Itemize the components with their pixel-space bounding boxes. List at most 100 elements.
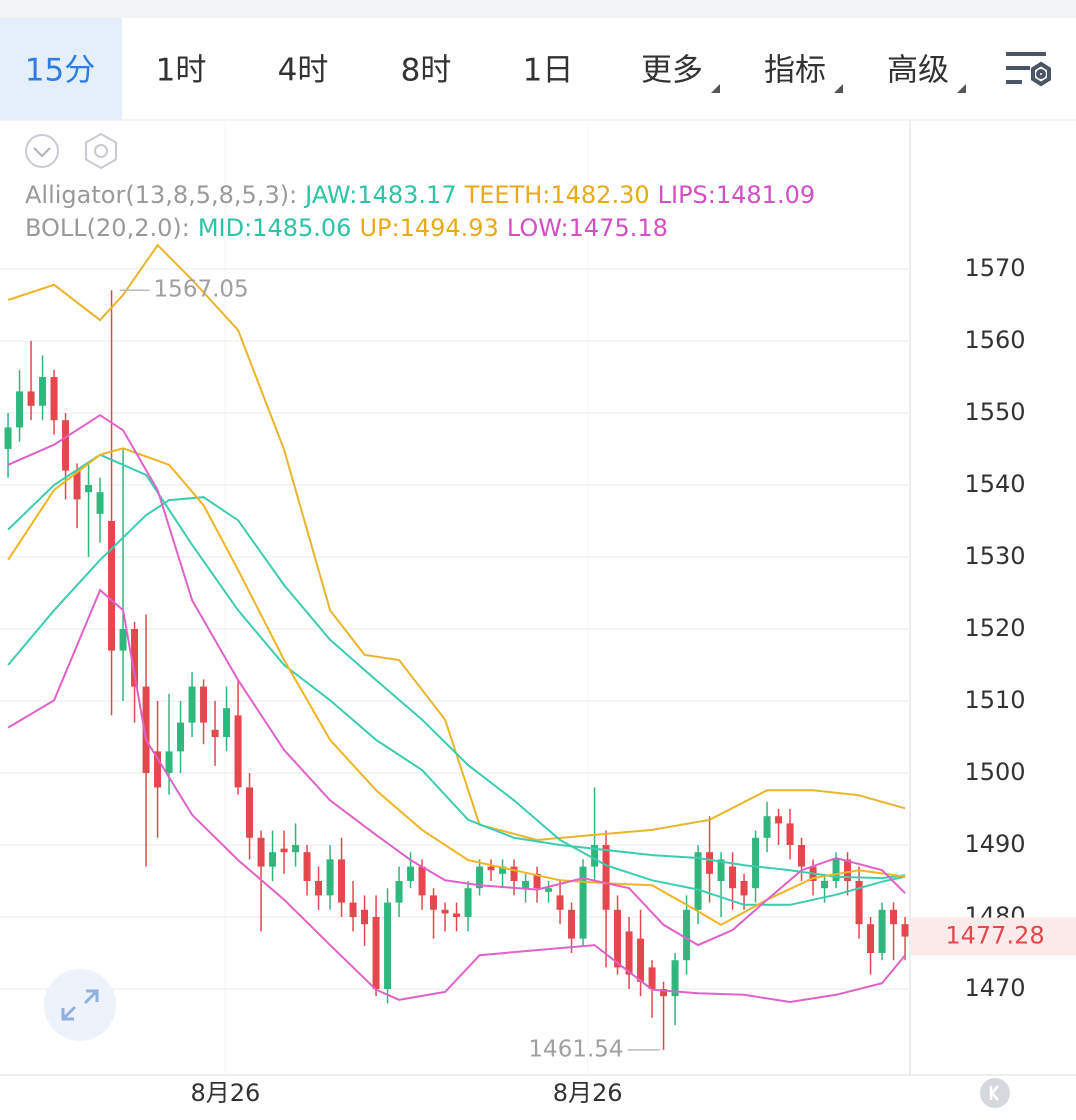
candle-body: [729, 866, 737, 889]
legend-item: MID:1485.06: [198, 214, 352, 242]
y-tick-label: 1550: [964, 398, 1025, 426]
candle-body: [568, 909, 576, 939]
candle-body: [441, 909, 449, 914]
candle-body: [361, 909, 369, 925]
candle-body: [533, 873, 541, 889]
y-tick-label: 1470: [964, 974, 1025, 1002]
candle-body: [108, 521, 116, 651]
candle-body: [763, 816, 771, 838]
candle-body: [407, 866, 415, 881]
candle-body: [775, 816, 783, 824]
candle-body: [418, 866, 426, 896]
candle-body: [671, 960, 679, 997]
settings-dot: [94, 144, 108, 158]
candle-body: [855, 881, 863, 925]
candle-body: [292, 845, 300, 853]
candle-body: [510, 866, 518, 881]
candle-body: [211, 729, 219, 737]
candle-body: [740, 881, 748, 896]
candle-body: [177, 722, 185, 752]
candle-body: [499, 866, 507, 874]
candle-body: [637, 938, 645, 982]
tab-label[interactable]: 高级: [887, 53, 949, 89]
indicator-line: [7, 453, 906, 880]
candle-body: [50, 377, 58, 421]
candle-body: [545, 888, 553, 892]
tab-label[interactable]: 1日: [523, 53, 574, 89]
tab-label[interactable]: 更多: [641, 53, 703, 89]
candle-body: [349, 902, 357, 917]
settings-icon[interactable]: [1006, 52, 1051, 87]
candle-body: [591, 845, 599, 867]
candle-body: [430, 895, 438, 910]
candle-body: [372, 917, 380, 989]
legend-line: Alligator(13,8,5,8,5,3): JAW:1483.17 TEETH…: [25, 181, 815, 209]
candle-body: [579, 866, 587, 939]
legend-title: Alligator(13,8,5,8,5,3):: [25, 181, 297, 209]
icon-hex: [1031, 61, 1051, 87]
candle-body: [4, 427, 12, 449]
candle-body: [200, 686, 208, 723]
y-tick-label: 1570: [964, 254, 1025, 282]
candle-body: [901, 924, 909, 937]
legend-line: BOLL(20,2.0): MID:1485.06 UP:1494.93 LOW:14…: [25, 214, 668, 242]
candle-body: [625, 931, 633, 975]
candle-body: [303, 852, 311, 881]
candle-body: [694, 852, 702, 910]
candle-body: [16, 391, 24, 428]
tab-group: 15分 1时 4时 8时 1日 更多 指标 高级: [0, 18, 966, 120]
y-tick-label: 1500: [964, 758, 1025, 786]
candle-body: [73, 470, 81, 500]
candle-body: [315, 881, 323, 896]
candle-body: [234, 715, 242, 788]
legend-item: LOW:1475.18: [507, 214, 668, 242]
candle-body: [798, 845, 806, 867]
tab-label[interactable]: 15分: [25, 53, 95, 89]
tab-label[interactable]: 8时: [401, 53, 452, 89]
expand-icon: [61, 989, 99, 1021]
arrow: [61, 1005, 77, 1021]
price-tag: [911, 917, 1076, 956]
candle-body: [752, 837, 760, 889]
arrow: [83, 989, 99, 1005]
candle-body: [717, 859, 725, 881]
y-tick-label: 1490: [964, 830, 1025, 858]
indicator-line: [7, 243, 906, 842]
indicator-line: [7, 496, 906, 906]
collapse-button[interactable]: [25, 134, 59, 168]
settings-button[interactable]: [85, 132, 117, 170]
icon-dot: [1036, 69, 1046, 79]
candle-body: [890, 909, 898, 925]
y-tick-label: 1520: [964, 614, 1025, 642]
candle-body: [821, 881, 829, 889]
candle-body: [602, 845, 610, 910]
candle-body: [832, 859, 840, 881]
expand-button[interactable]: [44, 969, 116, 1041]
x-tick-label: 8月26: [553, 1079, 623, 1107]
candle-body: [85, 485, 93, 493]
candle-body: [257, 837, 265, 867]
candle-body: [131, 629, 139, 687]
tab-label[interactable]: 1时: [156, 53, 207, 89]
y-tick-label: 1510: [964, 686, 1025, 714]
indicator-line: [7, 414, 906, 947]
candle-body: [119, 629, 127, 651]
candle-body: [476, 866, 484, 889]
k-button[interactable]: [980, 1078, 1010, 1108]
legend-item: UP:1494.93: [359, 214, 498, 242]
legend-item: LIPS:1481.09: [658, 181, 816, 209]
tab-label[interactable]: 指标: [764, 53, 826, 89]
candle-body: [660, 989, 668, 997]
candle-body: [648, 967, 656, 989]
candle-body: [165, 751, 173, 773]
candle-body: [269, 852, 277, 867]
menu-caret: [834, 84, 843, 93]
candle-body: [464, 888, 472, 917]
candle-body: [683, 909, 691, 961]
candle-body: [280, 848, 288, 853]
tab-label[interactable]: 4时: [278, 53, 329, 89]
candle-body: [154, 751, 162, 788]
indicator-line: [7, 588, 906, 1004]
